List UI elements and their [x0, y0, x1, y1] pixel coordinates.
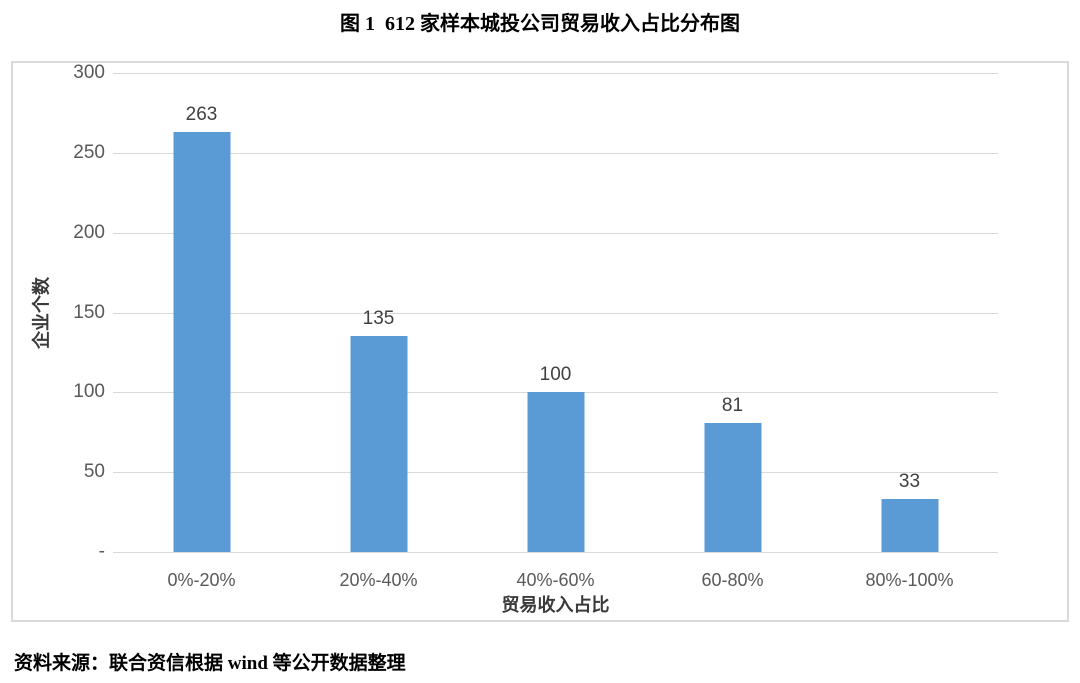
bar-column: 100 — [467, 73, 644, 552]
bar-column: 33 — [821, 73, 998, 552]
gridline — [113, 73, 998, 74]
gridline — [113, 233, 998, 234]
bar-column: 263 — [113, 73, 290, 552]
bar-20%-40% — [350, 336, 407, 552]
bar-value-label: 263 — [185, 104, 218, 125]
x-tick-label: 60-80% — [701, 570, 764, 590]
gridline — [113, 153, 998, 154]
y-tick-label: - — [98, 541, 105, 562]
y-tick-label: 100 — [73, 381, 105, 402]
bar-value-label: 100 — [539, 364, 572, 385]
bar-0%-20% — [173, 132, 230, 552]
y-tick-label: 150 — [73, 302, 105, 323]
figure-title: 图 1 612 家样本城投公司贸易收入占比分布图 — [340, 13, 740, 35]
y-tick-label: 300 — [73, 62, 105, 83]
gridline — [113, 552, 998, 553]
y-tick-label: 200 — [73, 222, 105, 243]
bar-column: 135 — [290, 73, 467, 552]
y-tick-label: 50 — [83, 461, 105, 482]
y-axis-ticks: 300 250 200 150 100 50 - — [13, 62, 105, 562]
gridline — [113, 313, 998, 314]
bar-60-80% — [704, 423, 761, 552]
chart-area: 企业个数 300 250 200 150 100 50- 263 135 100 81 33 0%… — [11, 61, 1069, 622]
source-note: 资料来源：联合资信根据 wind 等公开数据整理 — [14, 653, 406, 674]
bar-value-label: 33 — [898, 471, 921, 492]
bar-value-label: 135 — [362, 308, 395, 329]
bar-value-label: 81 — [721, 395, 744, 416]
x-tick-label: 20%-40% — [339, 570, 418, 590]
x-tick-label: 0%-20% — [167, 570, 236, 590]
y-tick-label: 250 — [73, 142, 105, 163]
bar-80%-100% — [881, 499, 938, 552]
x-axis-title: 贸易收入占比 — [501, 595, 610, 615]
plot-area: 263 135 100 81 33 — [113, 73, 998, 553]
bar-40%-60% — [527, 392, 584, 552]
x-tick-label: 40%-60% — [516, 570, 595, 590]
bar-column: 81 — [644, 73, 821, 552]
x-tick-label: 80%-100% — [865, 570, 954, 590]
x-axis-labels: 0%-20% 20%-40% 40%-60% 60-80% 80%-100% — [113, 569, 998, 593]
